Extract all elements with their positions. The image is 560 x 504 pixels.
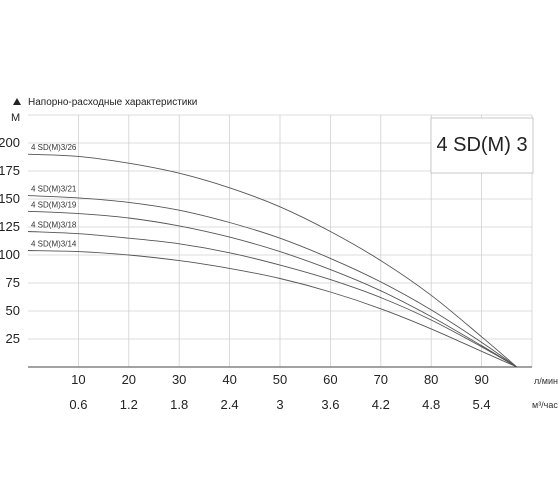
x-unit-primary: л/мин (534, 376, 558, 386)
x-tick-label-secondary: 1.8 (170, 397, 188, 412)
series-labels: 4 SD(M)3/26 4 SD(M)3/21 4 SD(M)3/19 4 SD(M)… (31, 143, 77, 248)
x-tick-label-secondary: 3.6 (321, 397, 339, 412)
x-tick-label: 90 (474, 372, 488, 387)
y-tick-label: 175 (0, 163, 20, 178)
y-tick-label: 200 (0, 135, 20, 150)
y-tick-label: 25 (6, 331, 20, 346)
x-tick-label-secondary: 5.4 (473, 397, 491, 412)
x-tick-label: 80 (424, 372, 438, 387)
x-tick-label-secondary: 1.2 (120, 397, 138, 412)
caption-triangle-icon (13, 98, 21, 105)
x-tick-label: 60 (323, 372, 337, 387)
series-line (27, 231, 518, 368)
y-tick-label: 100 (0, 247, 20, 262)
y-tick-labels: 25 50 75 100 125 150 175 200 (0, 135, 20, 346)
series-label: 4 SD(M)3/14 (31, 240, 77, 249)
y-tick-label: 50 (6, 303, 20, 318)
series-label: 4 SD(M)3/19 (31, 200, 77, 209)
x-tick-label: 50 (273, 372, 287, 387)
x-tick-label-secondary: 0.6 (69, 397, 87, 412)
x-tick-labels-secondary: 0.6 1.2 1.8 2.4 3 3.6 4.2 4.8 5.4 (69, 397, 490, 412)
y-axis-label: М (11, 112, 20, 124)
series-line (27, 250, 518, 368)
x-tick-label: 30 (172, 372, 186, 387)
x-tick-label: 10 (71, 372, 85, 387)
model-label: 4 SD(M) 3 (436, 134, 527, 156)
series-label: 4 SD(M)3/18 (31, 220, 77, 229)
model-label-box (430, 117, 534, 174)
y-tick-label: 125 (0, 219, 20, 234)
series-label: 4 SD(M)3/21 (31, 185, 77, 194)
series-label: 4 SD(M)3/26 (31, 143, 77, 152)
x-tick-labels: 10 20 30 40 50 60 70 80 90 (71, 372, 489, 387)
chart-title: Напорно-расходные характеристики (28, 97, 197, 108)
series-line (27, 153, 518, 368)
x-tick-label: 70 (374, 372, 388, 387)
x-tick-label-secondary: 3 (276, 397, 283, 412)
x-tick-label: 20 (122, 372, 136, 387)
x-tick-label-secondary: 4.8 (422, 397, 440, 412)
y-tick-label: 75 (6, 275, 20, 290)
x-tick-label-secondary: 2.4 (221, 397, 239, 412)
series-line (27, 195, 518, 368)
y-tick-label: 150 (0, 191, 20, 206)
x-tick-label: 40 (222, 372, 236, 387)
x-unit-secondary: м³/час (532, 400, 558, 410)
series-layer (27, 153, 518, 368)
grid (28, 114, 533, 367)
x-tick-label-secondary: 4.2 (372, 397, 390, 412)
series-line (27, 210, 518, 368)
